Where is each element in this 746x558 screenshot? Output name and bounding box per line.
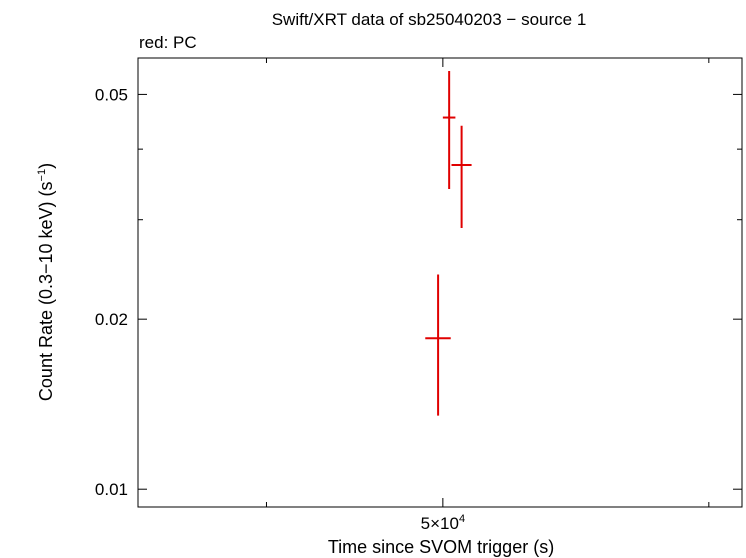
y-tick-label: 0.05 xyxy=(95,85,128,104)
data-point xyxy=(451,125,472,229)
chart-title: Swift/XRT data of sb25040203 − source 1 xyxy=(272,10,587,29)
data-points xyxy=(425,71,472,416)
x-tick-label: 5×104 xyxy=(421,513,465,533)
y-tick-label: 0.02 xyxy=(95,310,128,329)
chart-subtitle: red: PC xyxy=(139,33,197,52)
y-tick-label: 0.01 xyxy=(95,480,128,499)
data-point xyxy=(442,71,456,190)
y-axis-label: Count Rate (0.3−10 keV) (s−1) xyxy=(36,163,56,401)
x-axis-label: Time since SVOM trigger (s) xyxy=(328,537,554,557)
data-point xyxy=(425,274,451,416)
tick-labels: 0.05 0.02 0.01 5×104 xyxy=(95,85,465,533)
plot-frame xyxy=(137,57,743,508)
axis-ticks xyxy=(138,58,742,507)
